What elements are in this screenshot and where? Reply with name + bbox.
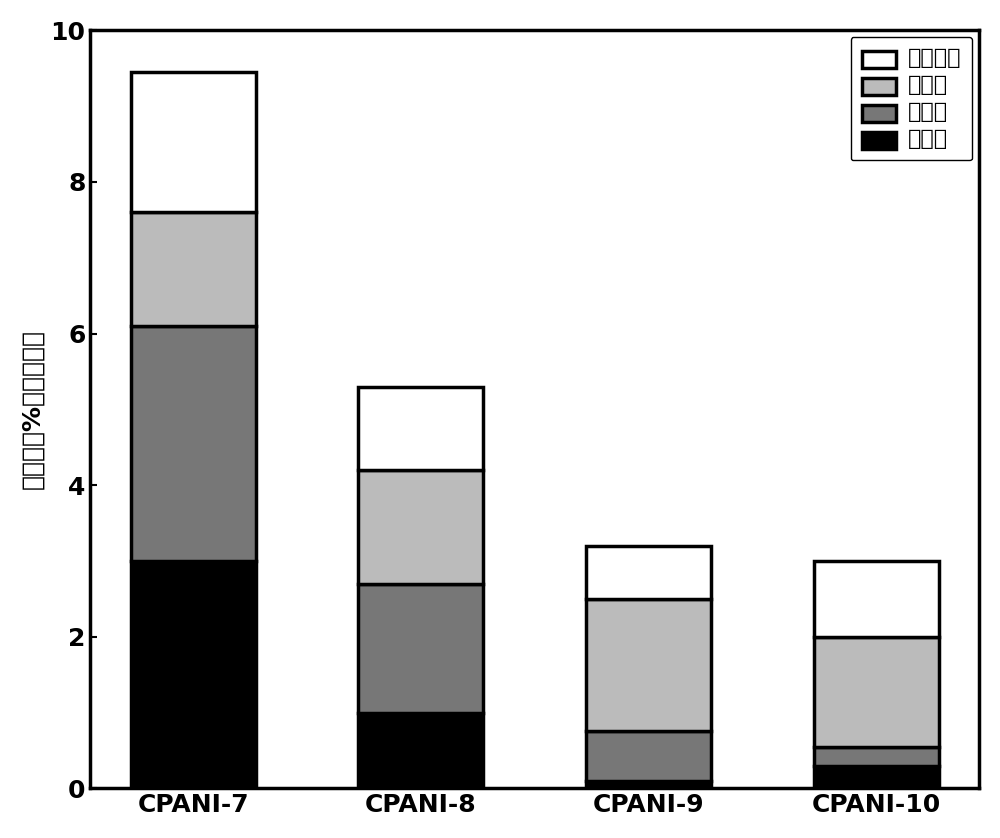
- Bar: [586, 732, 711, 781]
- Bar: [586, 599, 711, 732]
- Bar: [814, 766, 939, 789]
- Bar: [131, 72, 256, 212]
- Bar: [358, 583, 483, 712]
- Bar: [814, 637, 939, 747]
- Bar: [131, 561, 256, 789]
- Bar: [814, 747, 939, 766]
- Bar: [358, 470, 483, 583]
- Bar: [131, 212, 256, 326]
- Bar: [358, 386, 483, 470]
- Bar: [586, 546, 711, 599]
- Bar: [131, 326, 256, 561]
- Bar: [358, 712, 483, 789]
- Legend: 氮氧化物, 石墨氮, 吵和氮, 吵啄氮: 氮氧化物, 石墨氮, 吵和氮, 吵啄氮: [851, 37, 972, 160]
- Y-axis label: 氮含量（%所有原子）: 氮含量（%所有原子）: [21, 329, 45, 489]
- Bar: [814, 561, 939, 637]
- Bar: [586, 781, 711, 789]
